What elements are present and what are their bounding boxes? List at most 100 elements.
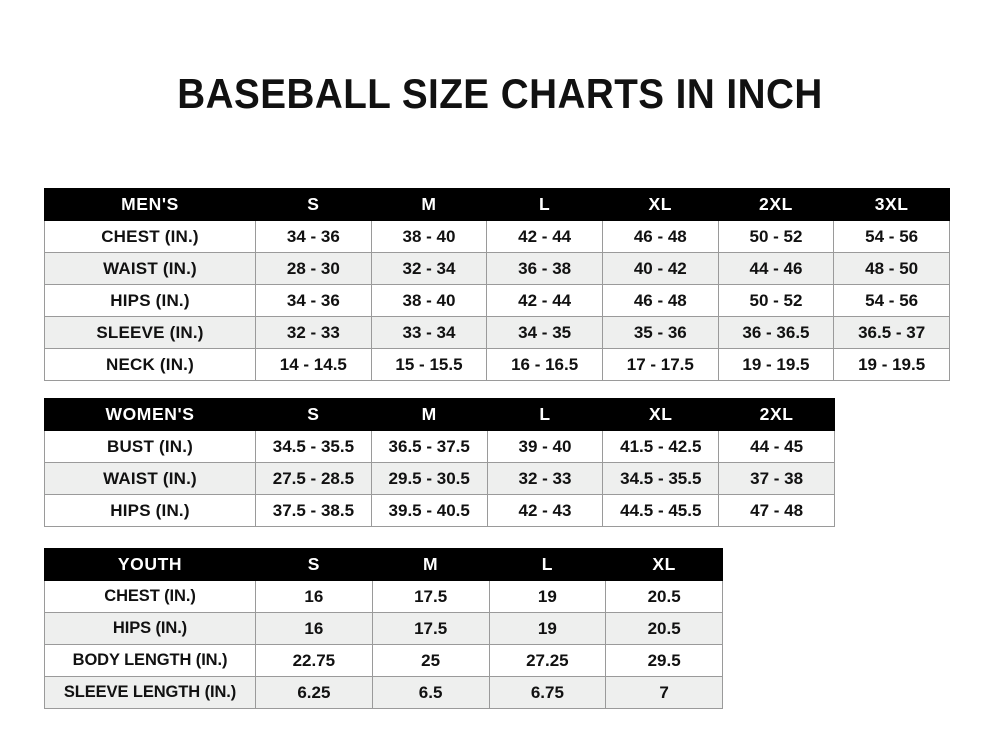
table-row: NECK (IN.) 14 - 14.5 15 - 15.5 16 - 16.5 17 … (44, 348, 950, 381)
row-label: CHEST (IN.) (44, 220, 256, 253)
table-group-header: WOMEN'S (44, 398, 256, 431)
column-header-s: S (255, 398, 372, 431)
table-row: HIPS (IN.) 34 - 36 38 - 40 42 - 44 46 - 48 50… (44, 284, 950, 317)
column-header-3xl: 3XL (833, 188, 950, 221)
measurement-cell: 38 - 40 (370, 220, 488, 253)
table-row: BODY LENGTH (IN.) 22.75 25 27.25 29.5 (44, 644, 723, 677)
column-header-m: M (371, 548, 490, 581)
measurement-cell: 44 - 45 (718, 430, 835, 463)
measurement-cell: 40 - 42 (601, 252, 719, 285)
measurement-cell: 14 - 14.5 (255, 348, 372, 381)
womens-size-table: WOMEN'S S M L XL 2XL BUST (IN.) 34.5 - 35.5 36.5… (44, 398, 835, 527)
measurement-cell: 28 - 30 (255, 252, 372, 285)
measurement-cell: 25 (371, 644, 490, 677)
measurement-cell: 34 - 36 (255, 220, 372, 253)
column-header-l: L (486, 398, 604, 431)
measurement-cell: 38 - 40 (370, 284, 488, 317)
column-header-2xl: 2XL (718, 398, 835, 431)
measurement-cell: 19 - 19.5 (717, 348, 835, 381)
measurement-cell: 54 - 56 (833, 220, 950, 253)
row-label: NECK (IN.) (44, 348, 256, 381)
measurement-cell: 36.5 - 37.5 (370, 430, 488, 463)
table-header-row: WOMEN'S S M L XL 2XL (44, 398, 835, 431)
measurement-cell: 33 - 34 (370, 316, 488, 349)
column-header-xl: XL (601, 188, 719, 221)
row-label: BODY LENGTH (IN.) (44, 644, 256, 677)
measurement-cell: 42 - 44 (486, 284, 603, 317)
column-header-s: S (255, 188, 372, 221)
row-label: SLEEVE LENGTH (IN.) (44, 676, 256, 709)
measurement-cell: 16 (255, 580, 373, 613)
measurement-cell: 37 - 38 (718, 462, 835, 495)
table-header-row: MEN'S S M L XL 2XL 3XL (44, 188, 950, 221)
column-header-m: M (370, 188, 488, 221)
table-row: SLEEVE LENGTH (IN.) 6.25 6.5 6.75 7 (44, 676, 723, 709)
table-row: CHEST (IN.) 16 17.5 19 20.5 (44, 580, 723, 613)
youth-size-table: YOUTH S M L XL CHEST (IN.) 16 17.5 19 20.5 HIPS (I… (44, 548, 723, 709)
page-title: BASEBALL SIZE CHARTS IN INCH (177, 70, 823, 117)
measurement-cell: 27.5 - 28.5 (255, 462, 372, 495)
row-label: WAIST (IN.) (44, 252, 256, 285)
measurement-cell: 39.5 - 40.5 (370, 494, 488, 527)
measurement-cell: 16 - 16.5 (486, 348, 603, 381)
mens-size-table: MEN'S S M L XL 2XL 3XL CHEST (IN.) 34 - 36 38 - 4… (44, 188, 950, 381)
row-label: CHEST (IN.) (44, 580, 256, 613)
measurement-cell: 17.5 (371, 580, 490, 613)
measurement-cell: 6.5 (371, 676, 490, 709)
measurement-cell: 42 - 44 (486, 220, 603, 253)
measurement-cell: 17.5 (371, 612, 490, 645)
measurement-cell: 20.5 (605, 580, 723, 613)
measurement-cell: 36 - 36.5 (717, 316, 835, 349)
measurement-cell: 46 - 48 (601, 284, 719, 317)
measurement-cell: 50 - 52 (717, 284, 835, 317)
table-row: WAIST (IN.) 28 - 30 32 - 34 36 - 38 40 - 42 4… (44, 252, 950, 285)
measurement-cell: 19 (488, 580, 607, 613)
table-row: BUST (IN.) 34.5 - 35.5 36.5 - 37.5 39 - 40 4… (44, 430, 835, 463)
measurement-cell: 16 (255, 612, 373, 645)
measurement-cell: 6.25 (255, 676, 373, 709)
table-header-row: YOUTH S M L XL (44, 548, 723, 581)
measurement-cell: 32 - 34 (370, 252, 488, 285)
column-header-xl: XL (602, 398, 720, 431)
measurement-cell: 41.5 - 42.5 (602, 430, 720, 463)
row-label: HIPS (IN.) (44, 494, 256, 527)
table-row: WAIST (IN.) 27.5 - 28.5 29.5 - 30.5 32 - 33… (44, 462, 835, 495)
column-header-l: L (488, 548, 607, 581)
measurement-cell: 19 (488, 612, 607, 645)
column-header-l: L (486, 188, 603, 221)
measurement-cell: 39 - 40 (486, 430, 604, 463)
measurement-cell: 6.75 (488, 676, 607, 709)
measurement-cell: 36 - 38 (486, 252, 603, 285)
row-label: SLEEVE (IN.) (44, 316, 256, 349)
measurement-cell: 27.25 (488, 644, 607, 677)
row-label: WAIST (IN.) (44, 462, 256, 495)
measurement-cell: 34.5 - 35.5 (255, 430, 372, 463)
measurement-cell: 20.5 (605, 612, 723, 645)
row-label: HIPS (IN.) (44, 284, 256, 317)
measurement-cell: 7 (605, 676, 723, 709)
measurement-cell: 32 - 33 (255, 316, 372, 349)
table-group-header: MEN'S (44, 188, 256, 221)
measurement-cell: 22.75 (255, 644, 373, 677)
measurement-cell: 36.5 - 37 (833, 316, 950, 349)
measurement-cell: 29.5 (605, 644, 723, 677)
column-header-xl: XL (605, 548, 723, 581)
measurement-cell: 47 - 48 (718, 494, 835, 527)
measurement-cell: 34 - 36 (255, 284, 372, 317)
measurement-cell: 34.5 - 35.5 (602, 462, 720, 495)
measurement-cell: 19 - 19.5 (833, 348, 950, 381)
column-header-s: S (255, 548, 373, 581)
table-row: HIPS (IN.) 37.5 - 38.5 39.5 - 40.5 42 - 43 4… (44, 494, 835, 527)
table-row: SLEEVE (IN.) 32 - 33 33 - 34 34 - 35 35 - 36… (44, 316, 950, 349)
table-row: HIPS (IN.) 16 17.5 19 20.5 (44, 612, 723, 645)
measurement-cell: 15 - 15.5 (370, 348, 488, 381)
measurement-cell: 34 - 35 (486, 316, 603, 349)
measurement-cell: 37.5 - 38.5 (255, 494, 372, 527)
measurement-cell: 35 - 36 (601, 316, 719, 349)
row-label: BUST (IN.) (44, 430, 256, 463)
column-header-m: M (370, 398, 488, 431)
table-row: CHEST (IN.) 34 - 36 38 - 40 42 - 44 46 - 48 5… (44, 220, 950, 253)
measurement-cell: 44 - 46 (717, 252, 835, 285)
measurement-cell: 50 - 52 (717, 220, 835, 253)
